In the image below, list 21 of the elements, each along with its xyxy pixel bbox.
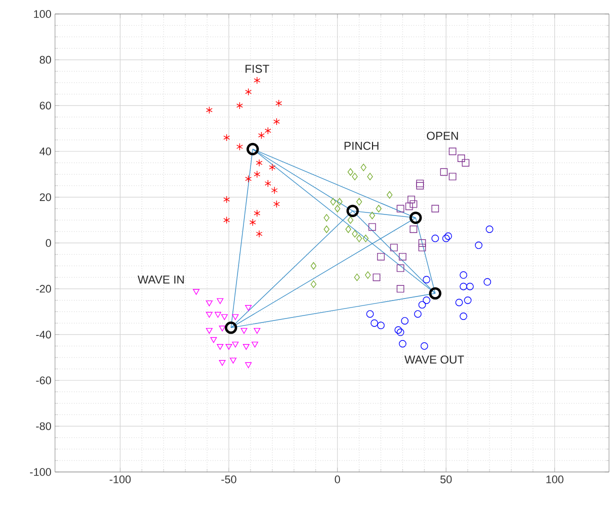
y-tick-label: 100	[34, 10, 52, 18]
y-tick-label: -80	[36, 422, 52, 430]
series-label: WAVE IN	[138, 276, 184, 284]
series-label: PINCH	[344, 142, 378, 150]
y-tick-label: 60	[40, 102, 52, 110]
x-tick-label: 50	[440, 476, 452, 484]
y-tick-label: -60	[36, 376, 52, 384]
y-tick-label: -40	[36, 330, 52, 338]
series-label: OPEN	[426, 132, 458, 140]
x-tick-label: 100	[546, 476, 564, 484]
y-tick-label: 20	[40, 193, 52, 202]
y-tick-label: 80	[40, 56, 52, 64]
x-tick-label: 0	[334, 476, 340, 484]
series-label: FIST	[246, 64, 270, 73]
y-tick-label: -20	[36, 284, 52, 293]
x-tick-label: -100	[110, 476, 131, 484]
y-tick-label: 0	[46, 239, 52, 247]
x-tick-label: -50	[221, 476, 236, 484]
series-label: WAVE OUT	[404, 356, 464, 364]
y-tick-label: -100	[30, 468, 52, 476]
y-tick-label: 40	[40, 148, 52, 156]
